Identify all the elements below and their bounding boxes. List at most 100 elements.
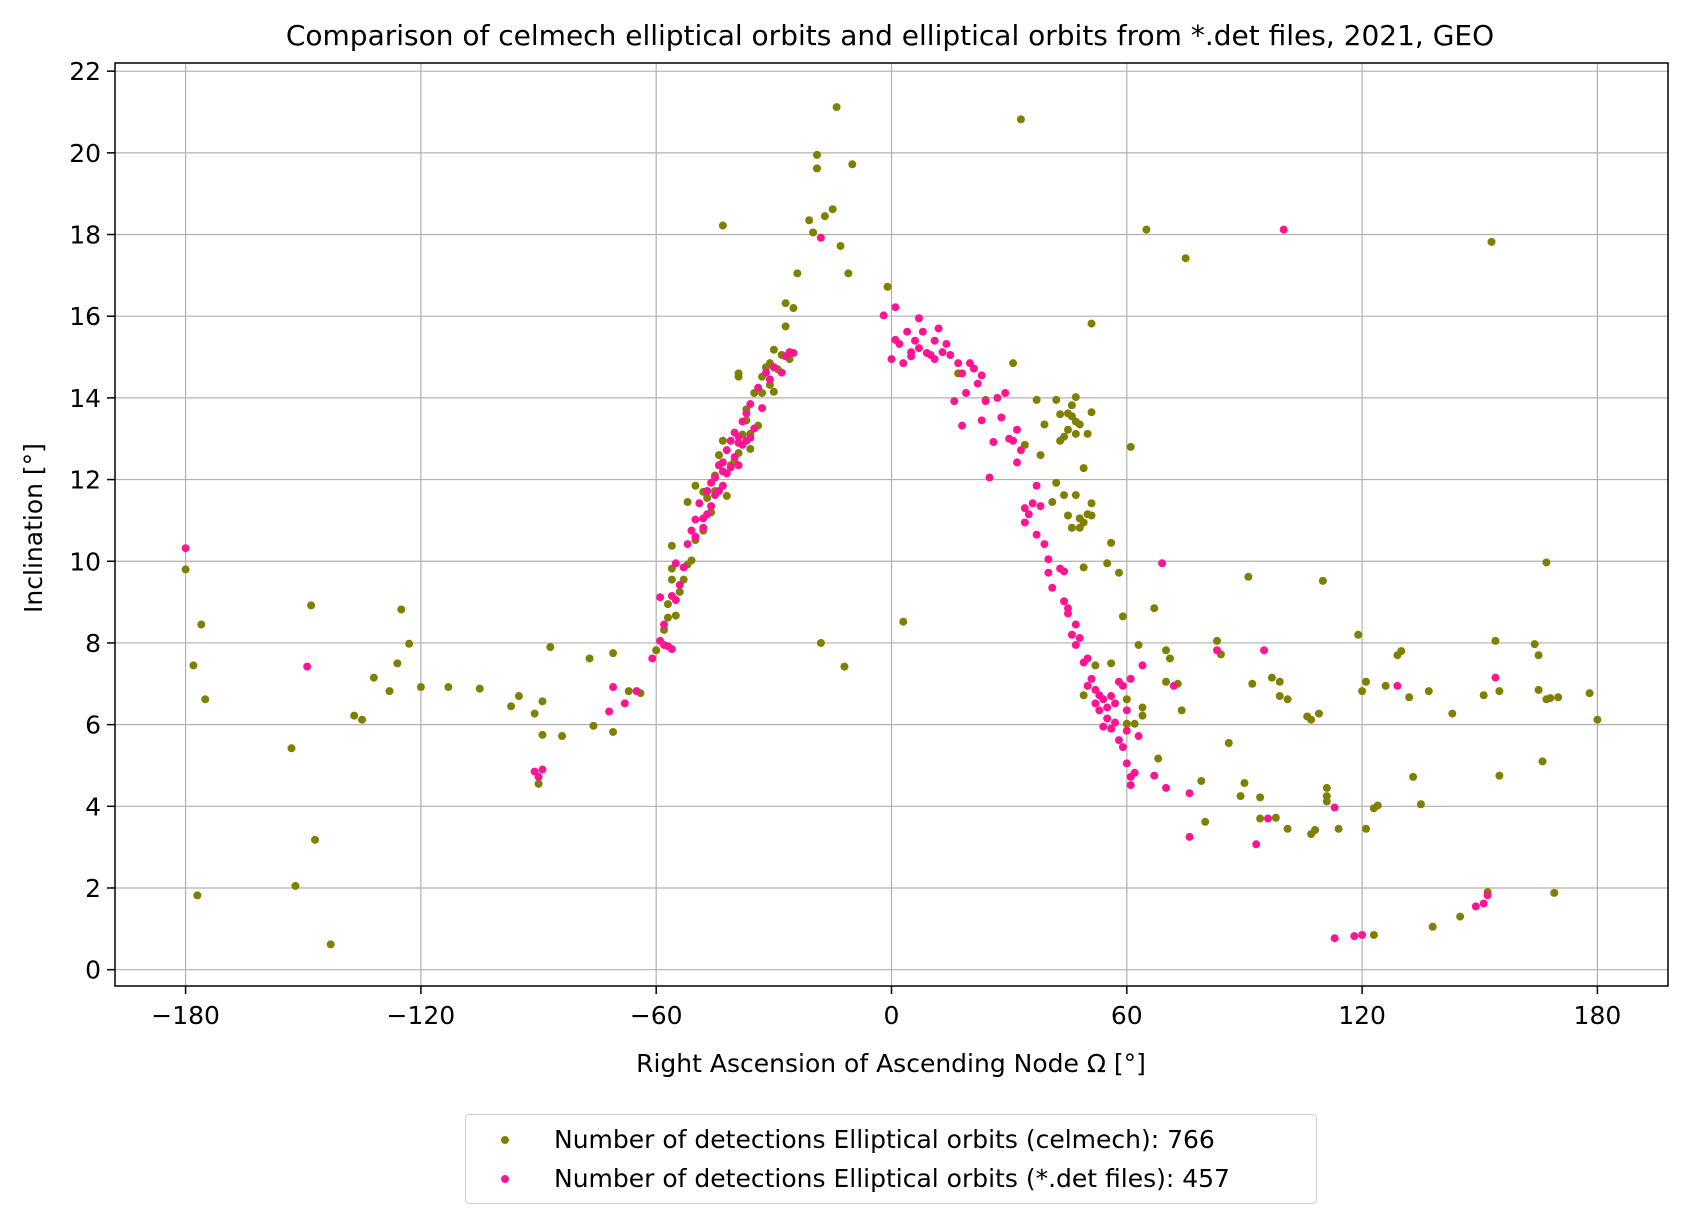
point-det-files (762, 368, 771, 377)
point-det-files (1169, 681, 1178, 690)
point-celmech (820, 212, 829, 221)
point-det-files (1111, 718, 1120, 727)
point-det-files (683, 540, 692, 549)
point-celmech (1154, 754, 1163, 763)
point-det-files (648, 654, 657, 663)
point-det-files (538, 765, 547, 774)
point-det-files (1024, 510, 1033, 519)
point-celmech (1424, 687, 1433, 696)
point-det-files (1130, 768, 1139, 777)
y-tick-label: 12 (69, 466, 101, 495)
point-celmech (1052, 478, 1061, 487)
legend-label-celmech: Number of detections Elliptical orbits (… (554, 1125, 1215, 1154)
point-celmech (1079, 518, 1088, 527)
point-det-files (722, 446, 731, 455)
point-det-files (1099, 722, 1108, 731)
point-celmech (1067, 401, 1076, 410)
point-celmech (1048, 498, 1057, 507)
point-det-files (1126, 674, 1135, 683)
point-det-files (1279, 225, 1288, 234)
point-celmech (1107, 659, 1116, 668)
point-celmech (350, 711, 359, 720)
point-celmech (1283, 695, 1292, 704)
point-det-files (1138, 661, 1147, 670)
point-celmech (369, 673, 378, 682)
point-det-files (1114, 736, 1123, 745)
point-celmech (1256, 793, 1265, 802)
point-celmech (1063, 425, 1072, 434)
point-celmech (1032, 395, 1041, 404)
point-celmech (812, 150, 821, 159)
data-points (181, 103, 1602, 949)
point-celmech (1495, 771, 1504, 780)
point-det-files (789, 348, 798, 357)
point-celmech (1122, 695, 1131, 704)
point-det-files (699, 523, 708, 532)
point-celmech (1071, 393, 1080, 402)
y-tick-label: 18 (69, 221, 101, 250)
point-det-files (718, 458, 727, 467)
point-det-files (1032, 530, 1041, 539)
point-det-files (942, 339, 951, 348)
point-celmech (809, 228, 818, 237)
point-celmech (1056, 410, 1065, 419)
point-celmech (1060, 491, 1069, 500)
point-celmech (1307, 715, 1316, 724)
y-tick-label: 10 (69, 547, 101, 576)
point-celmech (1275, 692, 1284, 701)
point-det-files (769, 363, 778, 372)
point-celmech (789, 304, 798, 313)
point-det-files (765, 375, 774, 384)
point-det-files (1122, 726, 1131, 735)
point-celmech (1087, 319, 1096, 328)
point-det-files (687, 526, 696, 535)
point-det-files (1067, 630, 1076, 639)
point-celmech (444, 683, 453, 692)
point-det-files (691, 515, 700, 524)
point-celmech (1107, 538, 1116, 547)
point-celmech (667, 541, 676, 550)
point-celmech (405, 639, 414, 648)
point-celmech (1063, 511, 1072, 520)
y-tick-label: 0 (85, 956, 101, 985)
point-celmech (1354, 630, 1363, 639)
point-celmech (1177, 706, 1186, 715)
point-det-files (758, 404, 767, 413)
point-celmech (816, 638, 825, 647)
point-det-files (958, 421, 967, 430)
y-tick-label: 22 (69, 57, 101, 86)
point-celmech (538, 730, 547, 739)
point-celmech (1267, 673, 1276, 682)
point-celmech (734, 372, 743, 381)
point-det-files (671, 559, 680, 568)
point-det-files (887, 355, 896, 364)
point-celmech (538, 697, 547, 706)
point-celmech (1542, 558, 1551, 567)
point-celmech (1248, 679, 1257, 688)
point-celmech (1181, 254, 1190, 263)
point-celmech (1083, 429, 1092, 438)
point-celmech (1271, 813, 1280, 822)
point-det-files (734, 432, 743, 441)
point-celmech (1448, 709, 1457, 718)
point-celmech (1060, 432, 1069, 441)
y-tick-label: 4 (85, 792, 101, 821)
point-det-files (891, 303, 900, 312)
point-celmech (1134, 640, 1143, 649)
point-det-files (703, 510, 712, 519)
point-det-files (1185, 789, 1194, 798)
point-det-files (1012, 458, 1021, 467)
point-det-files (911, 336, 920, 345)
point-det-files (1028, 499, 1037, 508)
point-celmech (667, 575, 676, 584)
point-det-files (993, 393, 1002, 402)
point-det-files (962, 388, 971, 397)
point-det-files (954, 359, 963, 368)
point-det-files (605, 707, 614, 716)
point-det-files (934, 324, 943, 333)
point-det-files (1358, 930, 1367, 939)
point-celmech (1491, 636, 1500, 645)
point-celmech (1213, 636, 1222, 645)
point-celmech (530, 709, 539, 718)
point-det-files (981, 397, 990, 406)
